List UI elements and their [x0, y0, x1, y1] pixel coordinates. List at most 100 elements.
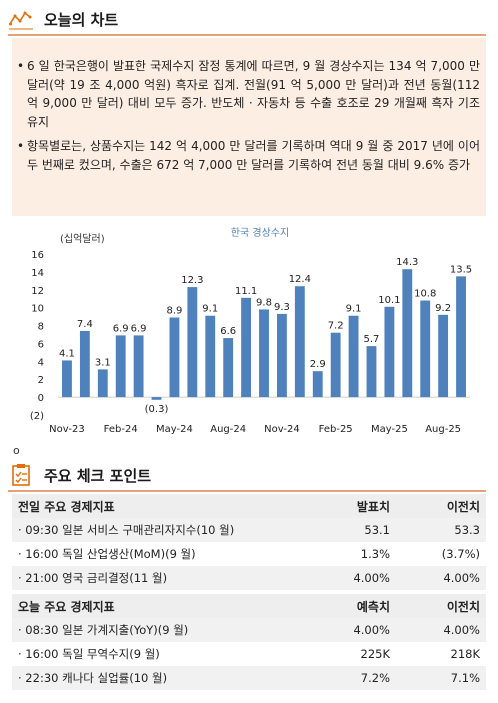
indicator-label: · 16:00 독일 무역수지(9 월): [12, 642, 314, 666]
chart-bar: [241, 297, 252, 398]
indicator-forecast: 4.00%: [314, 618, 396, 642]
bar-value-label: 5.7: [364, 334, 380, 345]
y-tick-label: 0: [38, 393, 44, 404]
indicator-previous: 4.00%: [396, 566, 486, 590]
bar-value-label: 11.1: [235, 286, 257, 297]
chart-bar: [259, 309, 269, 398]
summary-box: 6 일 한국은행이 발표한 국제수지 잠정 통계에 따르면, 9 월 경상수지는…: [12, 38, 486, 216]
bar-value-label: 10.8: [414, 289, 436, 300]
table-row: · 22:30 캐나다 실업률(10 월) 7.2% 7.1%: [12, 666, 486, 690]
bar-data-labels: 4.17.43.16.9 6.9(0.3)8.912.39.16.611.19.8…: [59, 257, 472, 415]
summary-bullet-2-text: 항목별로는, 상품수지는 142 억 4,000 만 달러를 기록하며 역대 9…: [27, 139, 480, 172]
indicator-label: · 22:30 캐나다 실업률(10 월): [12, 666, 314, 690]
indicator-previous: 53.3: [396, 518, 486, 542]
y-tick-label: 14: [31, 268, 44, 279]
chart-bar: [420, 300, 431, 398]
table-row: · 16:00 독일 무역수지(9 월) 225K 218K: [12, 642, 486, 666]
chart-bar: [330, 332, 341, 398]
indicator-previous: (3.7%): [396, 542, 486, 566]
prev-day-indicators-table: 전일 주요 경제지표 발표치 이전치 · 09:30 일본 서비스 구매관리자지…: [12, 494, 486, 590]
stray-marker: o: [13, 444, 20, 457]
today-indicators-table: 오늘 주요 경제지표 예측치 이전치 · 08:30 일본 가계지출(YoY)(…: [12, 594, 486, 690]
chart-bar: [312, 371, 323, 398]
table-header-row: 전일 주요 경제지표 발표치 이전치: [12, 494, 486, 518]
y-tick-label: 4: [38, 357, 44, 368]
chart-bar: [62, 360, 72, 398]
chart-bar: [79, 330, 90, 398]
indicator-actual: 53.1: [314, 518, 396, 542]
table-row: · 09:30 일본 서비스 구매관리자지수(10 월) 53.1 53.3: [12, 518, 486, 542]
summary-bullet-2: 항목별로는, 상품수지는 142 억 4,000 만 달러를 기록하며 역대 9…: [17, 137, 480, 174]
chart-bar: [402, 269, 413, 398]
bar-value-label: 9.1: [202, 304, 218, 315]
bar-value-label: 6.9: [131, 323, 147, 334]
bar-value-label: 2.9: [310, 359, 326, 370]
indicator-previous: 4.00%: [396, 618, 486, 642]
x-axis-ticks: Nov-23 Feb-24 May-24 Aug-24 Nov-24 Feb-25 May-…: [49, 424, 461, 435]
bar-series: [58, 269, 470, 400]
x-tick-label: Nov-23: [49, 424, 85, 435]
x-tick-label: Feb-24: [104, 424, 138, 435]
chart-bar: [348, 315, 359, 398]
y-axis-ticks: (2) 0 2 4 6 8 10 12 14 16: [30, 250, 44, 422]
x-tick-label: Feb-25: [319, 424, 353, 435]
bar-value-label: 8.9: [166, 306, 182, 317]
bar-value-label: 12.3: [181, 275, 203, 286]
bar-value-label: 13.5: [450, 264, 472, 275]
summary-bullet-1: 6 일 한국은행이 발표한 국제수지 잠정 통계에 따르면, 9 월 경상수지는…: [17, 57, 480, 131]
bar-value-label: 10.1: [378, 295, 400, 306]
chart-bar: [223, 338, 234, 398]
x-tick-label: Aug-24: [210, 424, 246, 435]
bar-value-label: 4.1: [59, 348, 75, 359]
checkpoints-divider: [8, 490, 486, 492]
checkpoints-title: 주요 체크 포인트: [44, 466, 152, 485]
chart-bar: [438, 314, 449, 398]
bar-value-label: 6.9: [113, 323, 129, 334]
chart-bar: [97, 369, 108, 398]
prev-table-col-actual: 발표치: [314, 494, 396, 518]
bar-value-label: 9.1: [346, 304, 362, 315]
today-table-header: 오늘 주요 경제지표: [12, 594, 314, 618]
chart-bar: [133, 335, 144, 398]
page-title: 오늘의 차트: [44, 10, 119, 29]
bar-value-label: 9.3: [274, 302, 290, 313]
indicator-previous: 7.1%: [396, 666, 486, 690]
y-tick-label: (2): [30, 411, 44, 422]
y-tick-label: 16: [31, 250, 44, 261]
chart-bar: [187, 287, 198, 398]
summary-bullet-1-text: 6 일 한국은행이 발표한 국제수지 잠정 통계에 따르면, 9 월 경상수지는…: [27, 59, 480, 129]
y-tick-label: 12: [31, 286, 44, 297]
indicator-label: · 21:00 영국 금리결정(11 월): [12, 566, 314, 590]
bar-value-label: 12.4: [289, 274, 311, 285]
x-tick-label: Nov-24: [264, 424, 300, 435]
chart-bar: [366, 346, 377, 398]
prev-table-col-previous: 이전치: [396, 494, 486, 518]
indicator-previous: 218K: [396, 642, 486, 666]
indicator-label: · 08:30 일본 가계지출(YoY)(9 월): [12, 618, 314, 642]
y-tick-label: 8: [38, 322, 44, 333]
line-chart-icon: [8, 6, 34, 32]
current-account-chart: 한국 경상수지 (십억달러) (2) 0 2 4 6 8 10 12 14 16 4.1 7.4 3.…: [30, 226, 472, 435]
bar-value-label: 3.1: [95, 357, 111, 368]
x-tick-label: May-25: [371, 424, 408, 435]
prev-table-header: 전일 주요 경제지표: [12, 494, 314, 518]
checkpoints-section-header: 주요 체크 포인트: [8, 462, 486, 488]
y-tick-label: 6: [38, 339, 44, 350]
indicator-actual: 4.00%: [314, 566, 396, 590]
chart-bar: [115, 335, 126, 398]
indicator-forecast: 225K: [314, 642, 396, 666]
chart-bar: [456, 276, 466, 398]
chart-bar: [384, 306, 395, 398]
bar-value-label: 14.3: [396, 257, 418, 268]
table-row: · 08:30 일본 가계지출(YoY)(9 월) 4.00% 4.00%: [12, 618, 486, 642]
indicator-label: · 09:30 일본 서비스 구매관리자지수(10 월): [12, 518, 314, 542]
bar-value-label: 6.6: [220, 326, 236, 337]
bar-value-label: 7.4: [77, 319, 93, 330]
indicator-label: · 16:00 독일 산업생산(MoM)(9 월): [12, 542, 314, 566]
x-tick-label: May-24: [156, 424, 193, 435]
chart-bar: [276, 313, 287, 398]
x-tick-label: Aug-25: [425, 424, 461, 435]
chart-bar: [294, 286, 305, 398]
table-header-row: 오늘 주요 경제지표 예측치 이전치: [12, 594, 486, 618]
chart-bar: [205, 315, 216, 398]
